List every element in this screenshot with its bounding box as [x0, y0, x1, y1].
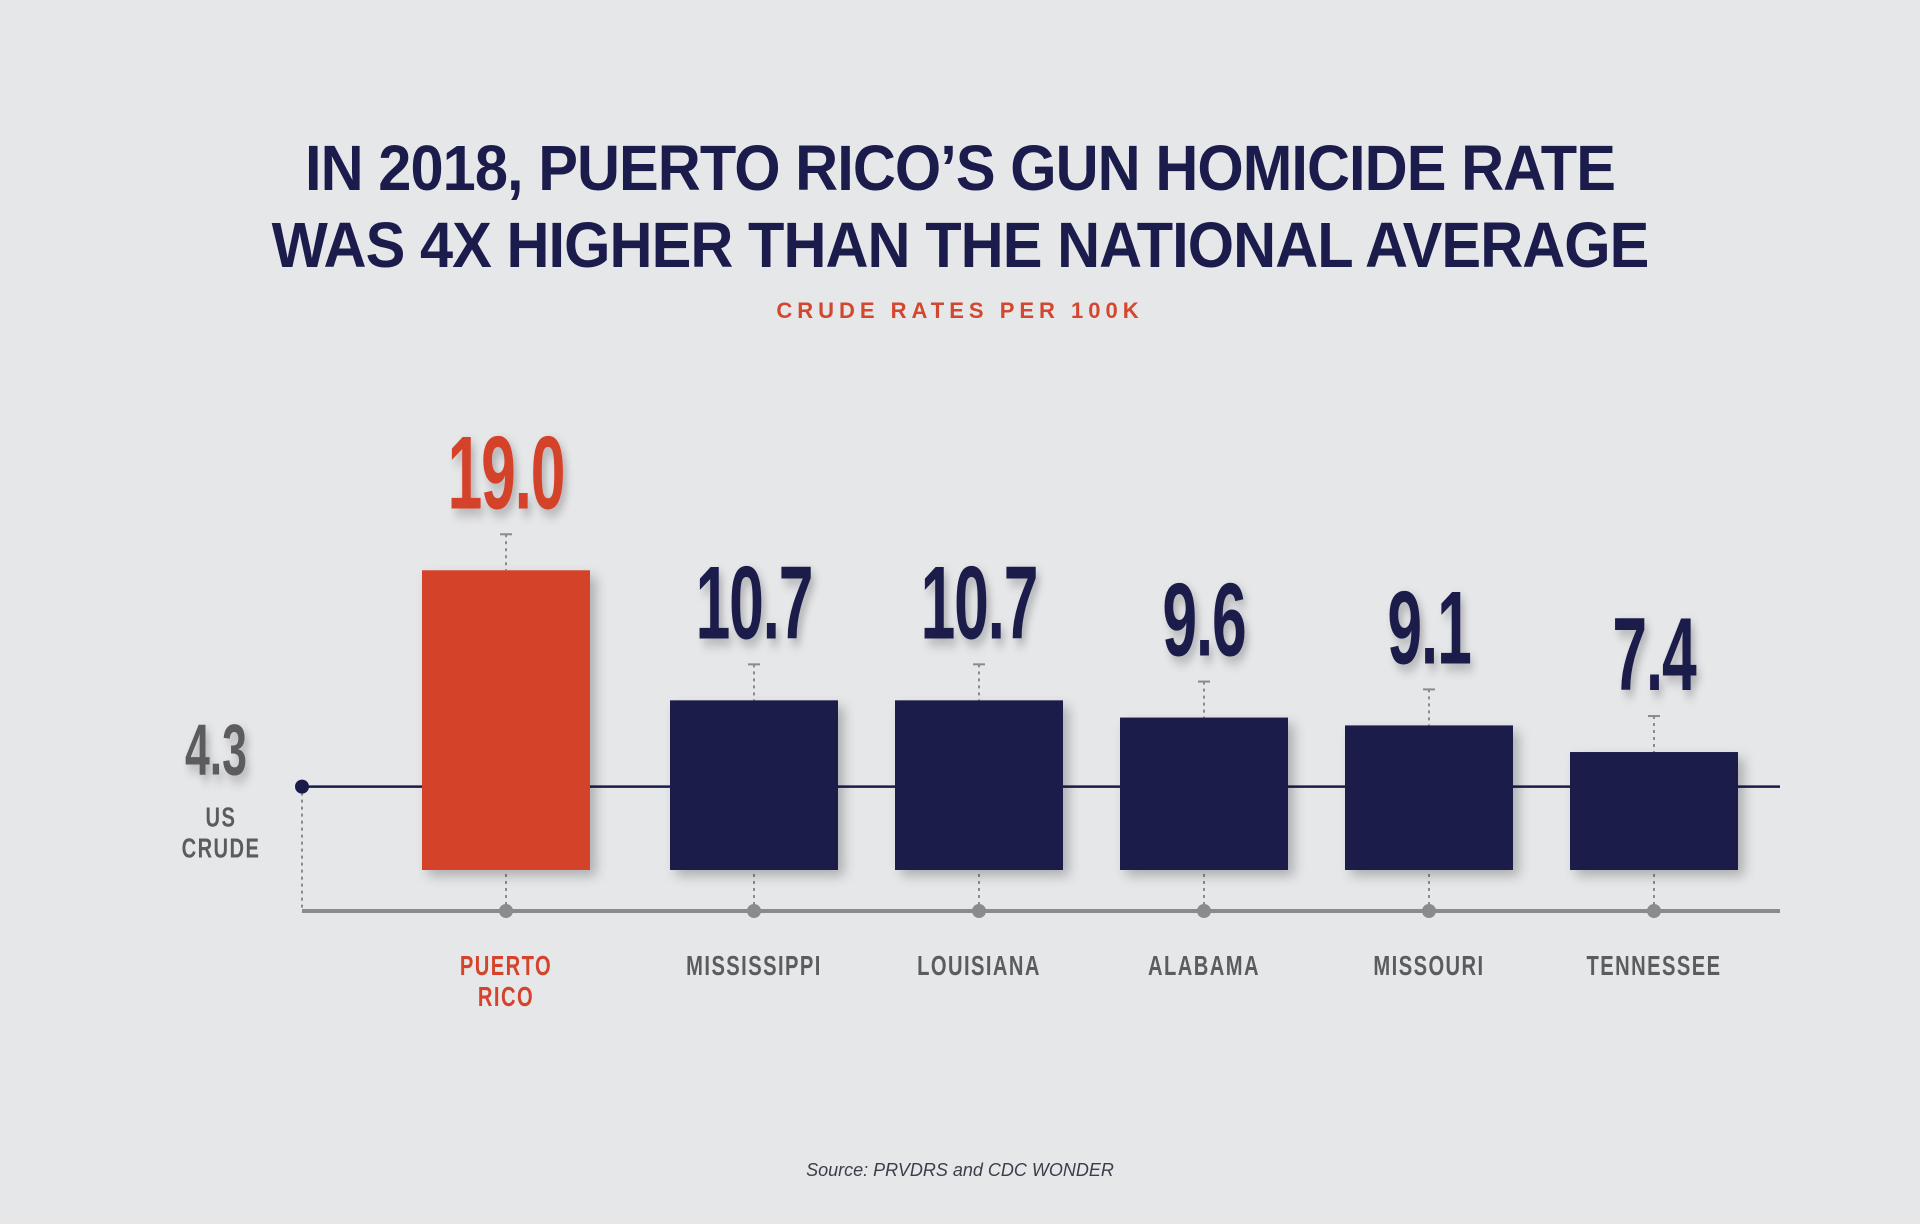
category-label: PUERTO — [460, 951, 552, 982]
chart-title-line-1: IN 2018, PUERTO RICO’S GUN HOMICIDE RATE — [305, 132, 1616, 204]
reference-label-line: CRUDE — [182, 834, 261, 865]
category-label: LOUISIANA — [917, 951, 1041, 982]
category-tick-dot — [499, 904, 513, 918]
category-label: ALABAMA — [1148, 951, 1260, 982]
category-tick-dot — [1647, 904, 1661, 918]
reference-label-line: US — [206, 803, 237, 834]
value-label: 9.6 — [1162, 562, 1245, 678]
reference-dot — [295, 779, 309, 794]
bars-layer — [422, 570, 1738, 870]
bar-mississippi — [670, 700, 838, 870]
bar-louisiana — [895, 700, 1063, 870]
chart-title-line-2: WAS 4X HIGHER THAN THE NATIONAL AVERAGE — [271, 209, 1650, 281]
value-label: 7.4 — [1612, 597, 1697, 713]
chart-subtitle: CRUDE RATES PER 100K — [776, 298, 1144, 323]
bar-tennessee — [1570, 752, 1738, 870]
value-label: 9.1 — [1387, 570, 1470, 686]
bar-missouri — [1345, 725, 1513, 870]
value-label: 10.7 — [696, 545, 813, 661]
chart-title: IN 2018, PUERTO RICO’S GUN HOMICIDE RATE… — [67, 130, 1853, 284]
bar-puerto-rico — [422, 570, 590, 870]
category-label: TENNESSEE — [1587, 951, 1722, 982]
category-label: RICO — [478, 982, 534, 1013]
category-tick-dot — [747, 904, 761, 918]
category-tick-dot — [1422, 904, 1436, 918]
category-label: MISSISSIPPI — [686, 951, 822, 982]
source-note: Source: PRVDRS and CDC WONDER — [806, 1160, 1114, 1180]
category-tick-dot — [1197, 904, 1211, 918]
reference-value-label: 4.3 — [185, 710, 247, 791]
value-label: 10.7 — [921, 545, 1038, 661]
bar-alabama — [1120, 717, 1288, 870]
category-tick-dot — [972, 904, 986, 918]
value-label: 19.0 — [448, 415, 565, 531]
category-label: MISSOURI — [1373, 951, 1484, 982]
